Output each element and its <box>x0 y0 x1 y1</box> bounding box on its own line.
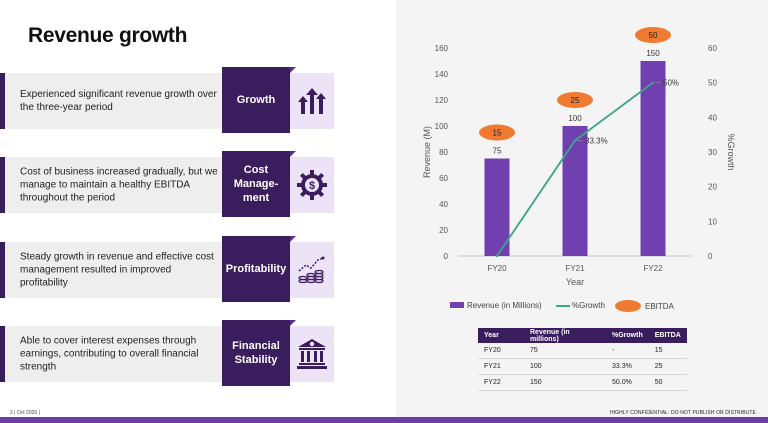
summary-table: Year Revenue (in millions) %Growth EBITD… <box>478 328 687 391</box>
table-cell: FY22 <box>478 374 524 391</box>
table-row: FY20 75 - 15 <box>478 343 687 359</box>
legend-swatch-ebitda <box>615 300 641 312</box>
growth-value-label: 33.3% <box>585 137 608 146</box>
y2-tick-label: 60 <box>708 44 717 53</box>
y2-tick-label: 50 <box>708 79 717 88</box>
footer-date: Oct 2026 <box>16 410 38 416</box>
table-header-cell: Revenue (in millions) <box>524 328 606 343</box>
highlight-row-profitability: Steady growth in revenue and effective c… <box>0 236 334 302</box>
table-row: FY22 150 50.0% 50 <box>478 374 687 391</box>
y-tick-label: 120 <box>435 96 449 105</box>
table-cell: 15 <box>648 343 687 359</box>
y-tick-label: 100 <box>435 122 449 131</box>
page-number: 2 <box>10 410 13 416</box>
coins-chart-icon <box>290 242 334 298</box>
highlight-text: Steady growth in revenue and effective c… <box>20 251 214 289</box>
slide-title: Revenue growth <box>28 24 188 47</box>
highlight-label: Financial Stability <box>222 320 296 386</box>
table-cell: 50.0% <box>606 374 649 391</box>
revenue-bar <box>640 61 666 256</box>
footer-page-info: 2 | Oct 2026 | <box>10 410 40 416</box>
growth-value-label: 50% <box>663 79 679 88</box>
bottom-accent-bar <box>0 417 768 423</box>
svg-text:$: $ <box>309 180 315 192</box>
highlight-row-stability: Able to cover interest expenses through … <box>0 320 334 386</box>
y-tick-label: 20 <box>439 226 448 235</box>
table-header-cell: EBITDA <box>648 328 687 343</box>
highlight-text-box: Able to cover interest expenses through … <box>0 326 222 382</box>
highlight-label: Cost Manage-ment <box>222 151 296 217</box>
table-cell: 33.3% <box>606 358 649 375</box>
table-cell: - <box>606 343 649 359</box>
y-tick-label: 80 <box>439 148 448 157</box>
ebitda-value-label: 25 <box>571 96 580 105</box>
legend-label: EBITDA <box>645 302 675 311</box>
legend-swatch-revenue <box>450 302 464 308</box>
bar-value-label: 150 <box>646 49 660 58</box>
table-cell: 75 <box>524 343 606 359</box>
growth-point <box>495 254 499 258</box>
y2-tick-label: 40 <box>708 113 717 122</box>
y-tick-label: 60 <box>439 174 448 183</box>
legend-label: Revenue (in Millions) <box>467 301 542 310</box>
highlight-row-growth: Experienced significant revenue growth o… <box>0 67 334 133</box>
highlight-text: Experienced significant revenue growth o… <box>20 89 217 113</box>
highlight-text-box: Experienced significant revenue growth o… <box>0 73 222 129</box>
ebitda-value-label: 15 <box>493 129 502 138</box>
table-row: FY21 100 33.3% 25 <box>478 358 687 375</box>
confidential-footer: HIGHLY CONFIDENTIAL: DO NOT PUBLISH OR D… <box>609 410 756 416</box>
growth-point <box>651 81 655 84</box>
highlight-row-cost: Cost of business increased gradually, bu… <box>0 151 334 217</box>
legend-label: %Growth <box>572 301 605 310</box>
y2-tick-label: 30 <box>708 148 717 157</box>
highlight-text: Cost of business increased gradually, bu… <box>20 166 218 204</box>
y-axis-title: Revenue (M) <box>422 126 432 178</box>
highlight-text: Able to cover interest expenses through … <box>20 335 199 373</box>
footer-separator: | <box>38 410 40 416</box>
table-cell: FY21 <box>478 358 524 375</box>
table-cell: 25 <box>648 358 687 375</box>
ebitda-marker <box>557 92 593 108</box>
y2-tick-label: 10 <box>708 217 717 226</box>
ebitda-marker <box>635 27 671 43</box>
y2-tick-label: 20 <box>708 183 717 192</box>
revenue-growth-chart: 0 20 40 60 80 100 120 140 160 0 10 20 30 40 50 60 Revenu… <box>422 27 736 312</box>
revenue-bar <box>562 126 588 256</box>
highlight-label: Growth <box>222 67 296 133</box>
y-tick-label: 40 <box>439 200 448 209</box>
x-tick-label: FY20 <box>487 264 507 273</box>
y-tick-label: 0 <box>444 252 449 261</box>
table-header-row: Year Revenue (in millions) %Growth EBITD… <box>478 328 687 343</box>
highlight-label: Profitability <box>222 236 296 302</box>
revenue-bar <box>484 158 510 256</box>
y-tick-label: 140 <box>435 70 449 79</box>
bank-icon <box>290 326 334 382</box>
footer-separator: | <box>14 410 16 416</box>
bar-value-label: 75 <box>493 147 502 156</box>
table-cell: 150 <box>524 374 606 391</box>
table-cell: 50 <box>648 374 687 391</box>
y2-axis-title: %Growth <box>726 133 736 170</box>
ebitda-marker <box>479 124 515 141</box>
y2-tick-label: 0 <box>708 252 713 261</box>
highlight-text-box: Cost of business increased gradually, bu… <box>0 157 222 213</box>
highlight-text-box: Steady growth in revenue and effective c… <box>0 242 222 298</box>
dollar-gear-icon: $ <box>290 157 334 213</box>
x-tick-label: FY21 <box>565 264 585 273</box>
table-cell: FY20 <box>478 343 524 359</box>
x-tick-label: FY22 <box>643 264 663 273</box>
table-header-cell: %Growth <box>606 328 649 343</box>
table-header-cell: Year <box>478 328 524 343</box>
growth-point <box>573 139 577 142</box>
ebitda-value-label: 50 <box>649 31 658 40</box>
growth-arrows-icon <box>290 73 334 129</box>
y-tick-label: 160 <box>435 44 449 53</box>
table-cell: 100 <box>524 358 606 375</box>
left-panel: Revenue growth Experienced significant r… <box>0 24 334 416</box>
bar-value-label: 100 <box>568 114 582 123</box>
x-axis-title: Year <box>566 277 584 287</box>
